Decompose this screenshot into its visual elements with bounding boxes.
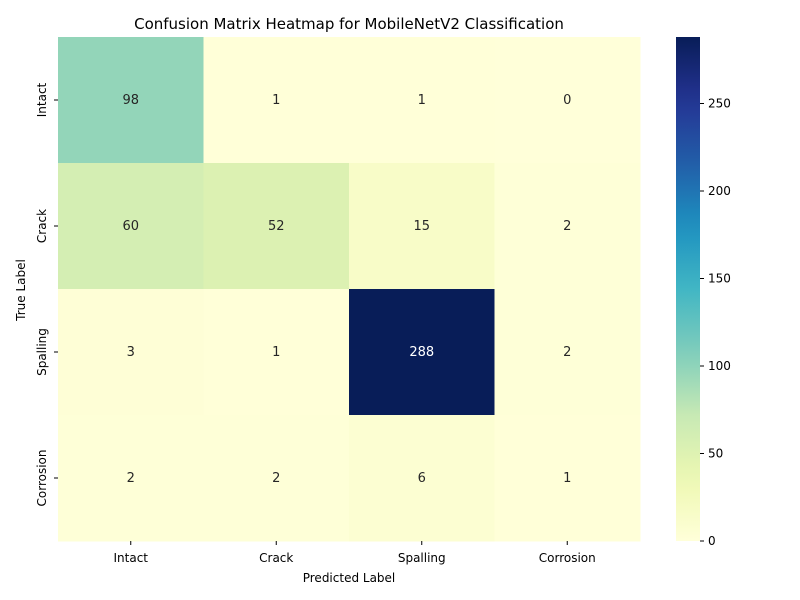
heatmap-cell <box>58 163 204 290</box>
heatmap-cell <box>349 415 495 542</box>
heatmap-cells: 98 1 1 0 60 52 15 2 3 1 288 2 2 2 6 1 <box>58 37 641 542</box>
heatmap-cell <box>203 163 350 290</box>
x-tick-label: Spalling <box>398 551 446 565</box>
cell-value-label: 60 <box>122 219 139 234</box>
y-axis-ticks: Intact Crack Spalling Corrosion <box>35 82 58 507</box>
y-axis-label: True Label <box>14 259 28 322</box>
cell-value-label: 1 <box>418 93 426 108</box>
heatmap-cell <box>203 289 350 416</box>
cell-value-label: 1 <box>563 471 571 486</box>
heatmap-cell <box>494 163 641 290</box>
heatmap-cell <box>58 415 204 542</box>
cell-value-label: 0 <box>563 93 571 108</box>
x-axis-ticks: Intact Crack Spalling Corrosion <box>113 541 596 565</box>
cell-value-label: 98 <box>122 93 139 108</box>
y-tick-label: Intact <box>35 82 49 117</box>
cell-value-label: 1 <box>272 345 280 360</box>
colorbar-tick-label: 150 <box>708 272 731 286</box>
cell-value-label: 2 <box>127 471 135 486</box>
cell-value-label: 3 <box>127 345 135 360</box>
heatmap-cell <box>203 415 350 542</box>
cell-value-label: 2 <box>563 219 571 234</box>
cell-value-label: 52 <box>268 219 285 234</box>
y-tick-label: Corrosion <box>35 450 49 507</box>
chart-title: Confusion Matrix Heatmap for MobileNetV2… <box>134 15 564 33</box>
heatmap-cell <box>349 289 495 416</box>
heatmap-cell <box>349 37 495 164</box>
cell-value-label: 2 <box>272 471 280 486</box>
x-tick-label: Crack <box>259 551 293 565</box>
colorbar-tick-label: 250 <box>708 97 731 111</box>
heatmap-cell <box>349 163 495 290</box>
heatmap-cell <box>494 289 641 416</box>
colorbar <box>676 37 700 541</box>
colorbar-tick-label: 100 <box>708 359 731 373</box>
cell-value-label: 6 <box>418 471 426 486</box>
cell-value-label: 288 <box>409 345 434 360</box>
cell-value-label: 15 <box>413 219 430 234</box>
colorbar-ticks: 0 50 100 150 200 250 <box>700 97 731 548</box>
heatmap-cell <box>494 37 641 164</box>
heatmap-cell <box>58 289 204 416</box>
x-axis-label: Predicted Label <box>303 571 396 585</box>
colorbar-tick-label: 0 <box>708 534 716 548</box>
heatmap-cell <box>58 37 204 164</box>
x-tick-label: Corrosion <box>539 551 596 565</box>
heatmap-cell <box>494 415 641 542</box>
y-tick-label: Spalling <box>35 328 49 376</box>
x-tick-label: Intact <box>113 551 148 565</box>
y-tick-label: Crack <box>35 209 49 243</box>
colorbar-tick-label: 200 <box>708 184 731 198</box>
colorbar-tick-label: 50 <box>708 447 723 461</box>
heatmap-cell <box>203 37 350 164</box>
cell-value-label: 1 <box>272 93 280 108</box>
cell-value-label: 2 <box>563 345 571 360</box>
